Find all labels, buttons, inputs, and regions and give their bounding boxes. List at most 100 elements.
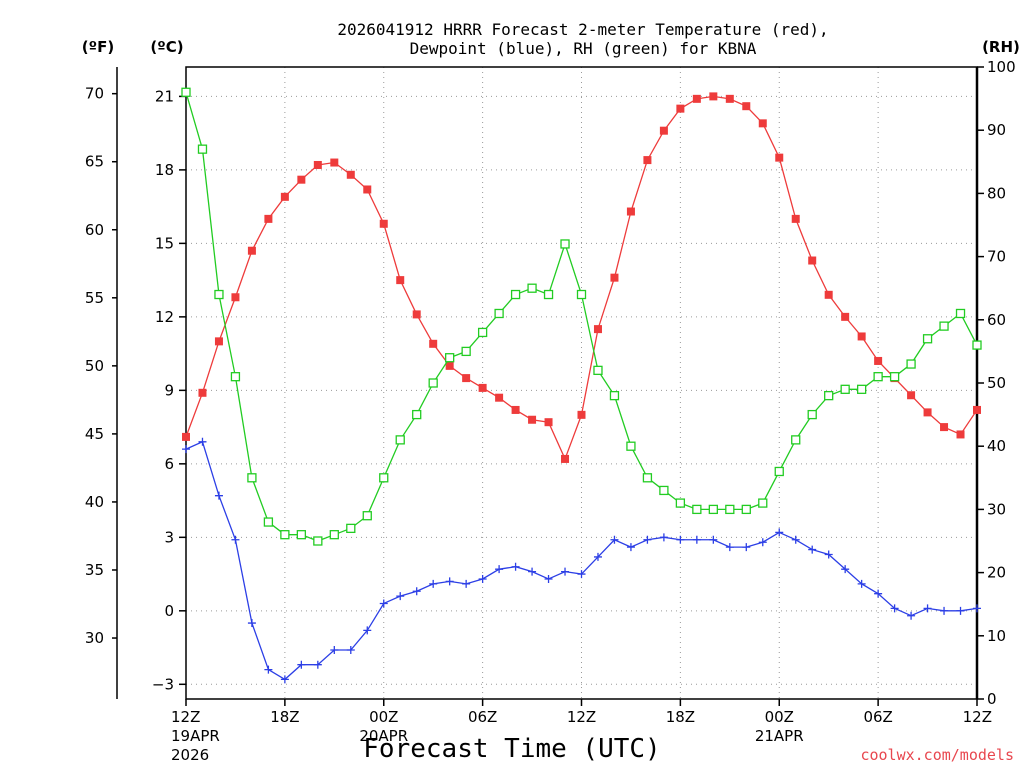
temperature-point	[775, 153, 784, 162]
rh-point	[593, 365, 603, 376]
dewpoint-point	[379, 599, 388, 608]
x-tick-label: 00Z	[369, 708, 398, 726]
rh-unit-label: (RH)	[982, 38, 1020, 56]
dewpoint-point	[297, 660, 306, 669]
temperature-point	[231, 293, 240, 302]
temperature-point	[379, 219, 388, 228]
temperature-point	[742, 102, 751, 111]
fahrenheit-unit-label: (ºF)	[82, 38, 114, 56]
rh-tick-label: 90	[987, 121, 1006, 139]
temperature-point	[330, 158, 339, 167]
celsius-tick-label: 18	[155, 161, 174, 179]
temperature-point	[544, 418, 553, 427]
temperature-point	[643, 156, 652, 165]
dewpoint-point	[940, 606, 949, 615]
rh-tick-label: 100	[987, 58, 1016, 76]
rh-point	[428, 378, 438, 388]
rh-point	[280, 530, 290, 540]
temperature-point	[363, 185, 372, 194]
temperature-point	[313, 160, 322, 169]
rh-point	[824, 390, 834, 401]
dewpoint-point	[923, 604, 932, 613]
temperature-point	[264, 214, 273, 223]
temperature-point	[676, 104, 685, 113]
fahrenheit-tick-label: 65	[85, 153, 104, 171]
rh-tick-label: 20	[987, 564, 1006, 582]
dewpoint-point	[775, 528, 784, 537]
series-layer	[181, 87, 982, 684]
dewpoint-point	[247, 619, 256, 628]
x-tick-label: 06Z	[468, 708, 497, 726]
dewpoint-point	[626, 543, 635, 552]
dewpoint-point	[676, 535, 685, 544]
chart-title-line2: Dewpoint (blue), RH (green) for KBNA	[410, 39, 757, 58]
rh-point	[955, 308, 966, 319]
rh-point	[807, 409, 817, 420]
credit-text: coolwx.com/models	[860, 746, 1014, 764]
temperature-point	[956, 430, 965, 439]
x-tick-date-label: 19APR	[171, 727, 220, 745]
dewpoint-point	[692, 535, 701, 544]
chart-title-line1: 2026041912 HRRR Forecast 2-meter Tempera…	[337, 20, 828, 39]
fahrenheit-tick-label: 60	[85, 221, 104, 239]
dewpoint-point	[445, 577, 454, 586]
dewpoint-point	[808, 545, 817, 554]
temperature-point	[841, 312, 850, 321]
rh-point	[263, 517, 274, 527]
x-tick-label: 18Z	[666, 708, 695, 726]
rh-tick-label: 40	[987, 437, 1006, 455]
rh-tick-label: 80	[987, 184, 1006, 202]
rh-point	[510, 289, 521, 300]
rh-point	[840, 384, 850, 394]
temperature-point	[346, 170, 355, 179]
temperature-point	[725, 94, 734, 103]
rh-point	[972, 340, 982, 350]
temperature-point	[610, 273, 619, 282]
rh-point	[247, 473, 257, 483]
temperature-point	[198, 388, 207, 397]
temperature-point	[280, 192, 289, 201]
x-tick-year-label: 2026	[171, 746, 209, 764]
x-axis-title: Forecast Time (UTC)	[363, 734, 660, 764]
celsius-tick-label: 9	[164, 381, 174, 399]
temperature-point	[626, 207, 635, 216]
temperature-point	[923, 408, 932, 417]
rh-point	[181, 87, 191, 97]
dewpoint-point	[841, 565, 850, 574]
dewpoint-point	[346, 646, 355, 655]
dewpoint-point	[791, 535, 800, 544]
dewpoint-point	[709, 535, 718, 544]
rh-tick-label: 10	[987, 627, 1006, 645]
dewpoint-point	[363, 626, 372, 635]
temperature-point	[478, 383, 487, 392]
dewpoint-point	[214, 491, 223, 500]
rh-point	[296, 530, 307, 540]
rh-point	[230, 372, 241, 382]
dewpoint-point	[890, 604, 899, 613]
rh-point	[758, 498, 768, 508]
x-tick-label: 18Z	[270, 708, 299, 726]
grid-layer	[186, 67, 977, 699]
temperature-point	[511, 405, 520, 414]
rh-point	[856, 384, 867, 394]
x-tick-label: 12Z	[171, 708, 200, 726]
x-tick-date-label: 20APR	[359, 727, 408, 745]
rh-point	[214, 289, 224, 300]
rh-tick-label: 50	[987, 374, 1006, 392]
dewpoint-point	[874, 589, 883, 598]
temperature-point	[973, 405, 981, 414]
dewpoint-point	[182, 445, 190, 454]
dewpoint-point	[577, 570, 586, 579]
rh-point	[675, 498, 686, 508]
rh-point	[313, 536, 323, 546]
temperature-point	[593, 325, 602, 334]
dewpoint-point	[857, 579, 866, 588]
rh-point	[939, 321, 949, 331]
rh-point	[494, 308, 504, 319]
rh-point	[445, 353, 455, 363]
celsius-tick-label: 15	[155, 234, 174, 252]
temperature-point	[758, 119, 767, 128]
temperature-point	[874, 356, 883, 365]
dewpoint-point	[231, 535, 240, 544]
dewpoint-point	[561, 567, 570, 576]
